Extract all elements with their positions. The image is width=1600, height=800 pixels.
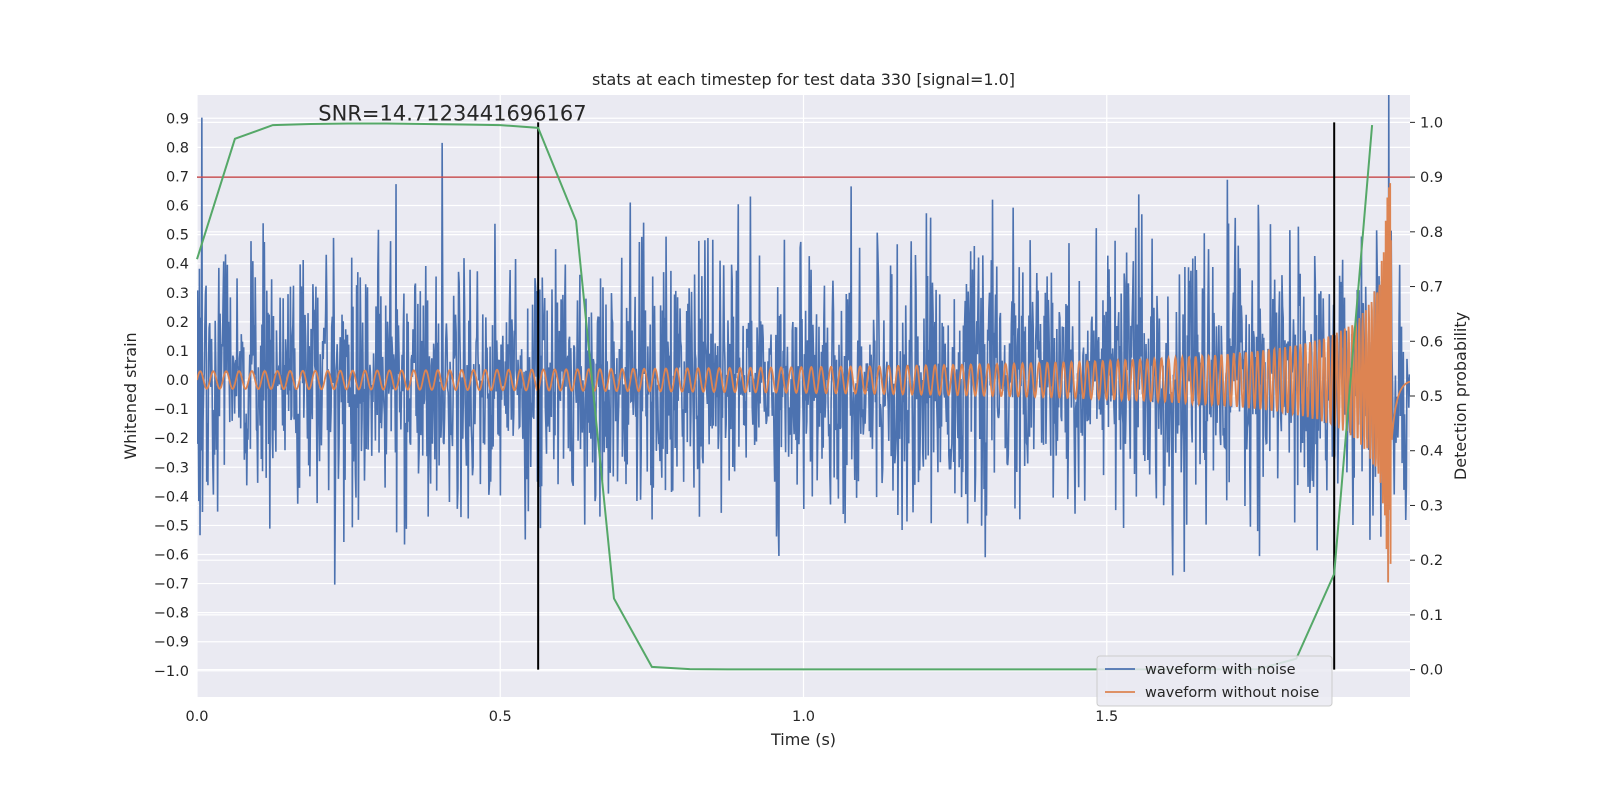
- x-tick-label: 1.0: [792, 709, 815, 725]
- y-tick-label: −0.6: [154, 547, 189, 563]
- y2-tick-label: 1.0: [1420, 115, 1443, 131]
- chart-title: stats at each timestep for test data 330…: [592, 70, 1015, 89]
- y-tick-label: −0.8: [154, 606, 189, 622]
- y-tick-label: −0.2: [154, 431, 189, 447]
- x-tick-label: 0.5: [489, 709, 512, 725]
- x-tick-label: 0.0: [185, 709, 208, 725]
- series-layer: [197, 95, 1410, 585]
- y-tick-label: 0.6: [166, 199, 189, 215]
- y2-tick-label: 0.5: [1420, 389, 1443, 405]
- y-tick-label: −0.5: [154, 518, 189, 534]
- x-tick-label: 1.5: [1095, 709, 1118, 725]
- y-tick-label: −0.7: [154, 577, 189, 593]
- y-tick-label: −0.1: [154, 402, 189, 418]
- y-tick-label: 0.7: [166, 169, 189, 185]
- y-tick-label: 0.1: [166, 344, 189, 360]
- y-tick-label: 0.2: [166, 315, 189, 331]
- series-waveform-with-noise: [197, 95, 1410, 585]
- y-tick-label: −1.0: [154, 664, 189, 680]
- y-tick-label: 0.3: [166, 286, 189, 302]
- y-tick-label: −0.4: [154, 489, 189, 505]
- legend-box: [1096, 655, 1333, 707]
- y2-tick-label: 0.7: [1420, 280, 1443, 296]
- y2-tick-label: 0.4: [1420, 444, 1443, 460]
- y-tick-label: 0.8: [166, 140, 189, 156]
- y2-tick-label: 0.8: [1420, 225, 1443, 241]
- y-tick-label: 0.9: [166, 111, 189, 127]
- x-axis-label: Time (s): [770, 730, 836, 749]
- y2-tick-label: 0.0: [1420, 663, 1443, 679]
- y2-axis-ticks: 1.0 0.9 0.8 0.7 0.6 0.5 0.4 0.3 0.2 0.1 0.0: [1410, 115, 1443, 679]
- legend-label: waveform with noise: [1145, 662, 1296, 678]
- y2-tick-label: 0.2: [1420, 553, 1443, 569]
- y-tick-label: −0.9: [154, 635, 189, 651]
- y-axis-ticks: 0.9 0.8 0.7 0.6 0.5 0.4 0.3 0.2 0.1 0.0 −0.1 −0.2 −0…: [154, 111, 189, 680]
- y-tick-label: 0.4: [166, 257, 189, 273]
- y-tick-label: 0.5: [166, 228, 189, 244]
- legend-label: waveform without noise: [1145, 685, 1319, 701]
- legend: waveform with noise waveform without nois…: [1096, 655, 1333, 707]
- y-axis-label: Whitened strain: [121, 332, 140, 459]
- y2-tick-label: 0.1: [1420, 608, 1443, 624]
- y2-tick-label: 0.9: [1420, 170, 1443, 186]
- x-axis-ticks: 0.0 0.5 1.0 1.5: [185, 709, 1118, 725]
- y2-tick-label: 0.3: [1420, 498, 1443, 514]
- y2-tick-label: 0.6: [1420, 334, 1443, 350]
- series-waveform-without-noise: [197, 183, 1410, 583]
- snr-annotation: SNR=14.7123441696167: [318, 101, 586, 125]
- y-tick-label: 0.0: [166, 373, 189, 389]
- y-tick-label: −0.3: [154, 460, 189, 476]
- y2-axis-label: Detection probability: [1451, 312, 1470, 480]
